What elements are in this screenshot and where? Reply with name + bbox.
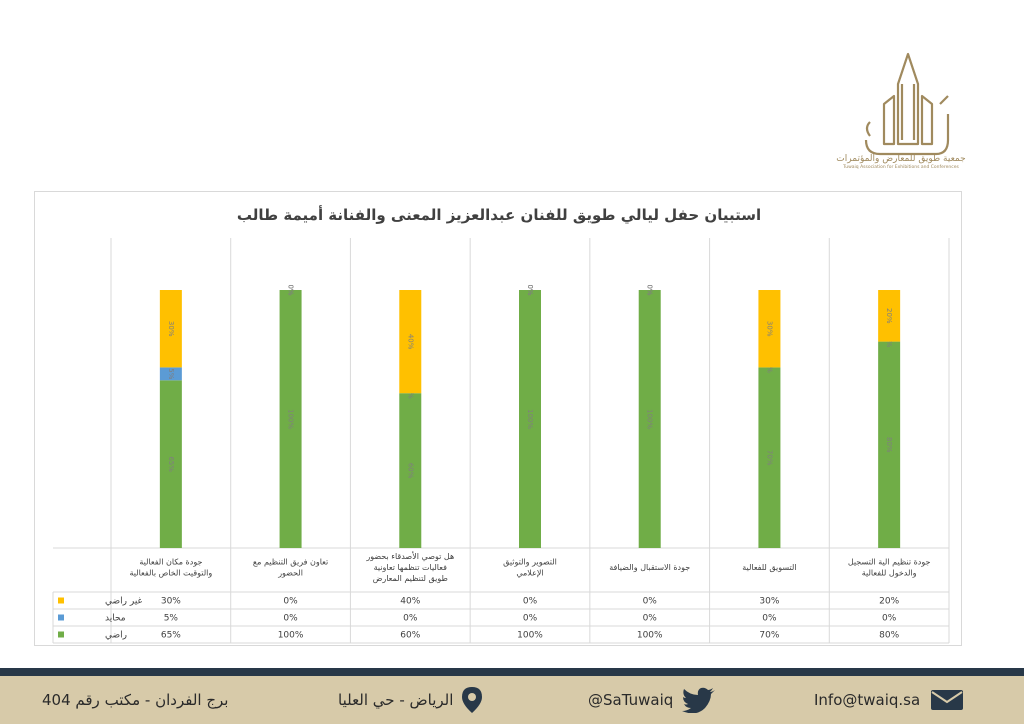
chart-canvas: استبيان حفل ليالي طويق للفنان عبدالعزيز … [52, 205, 950, 644]
footer-location: الرياض - حي العليا [338, 686, 483, 714]
bar-segment [519, 290, 541, 548]
footer: Info@twaiq.sa @SaTuwaiq الرياض - حي العل… [0, 676, 1024, 724]
category-label: جودة تنظيم الية التسجيل والدخول للفعالية [848, 558, 931, 578]
table-cell-value: 80% [879, 631, 899, 641]
footer-divider-bar [0, 668, 1024, 676]
bar-data-label: 0% [646, 284, 654, 295]
twitter-bird-icon [682, 687, 716, 713]
table-cell-value: 20% [879, 597, 899, 607]
bar-data-label: 40% [406, 334, 414, 350]
bar-data-label: 0% [765, 362, 773, 373]
bar-data-label: 70% [765, 450, 773, 466]
category-label: التسويق للفعالية [742, 563, 796, 572]
envelope-icon [931, 690, 964, 710]
bar-data-label: 60% [406, 463, 414, 479]
table-cell-value: 5% [164, 614, 179, 624]
table-cell-value: 60% [400, 631, 420, 641]
table-cell-value: 0% [283, 614, 298, 624]
bar-segment [159, 367, 182, 381]
bar-segment [279, 290, 302, 548]
twitter-handle[interactable]: @SaTuwaiq [588, 691, 674, 709]
bar-data-label: 30% [167, 321, 175, 337]
bar-segment [758, 367, 781, 548]
location-text: الرياض - حي العليا [338, 691, 454, 709]
bar-segment [758, 290, 781, 368]
table-cell-value: 100% [637, 631, 663, 641]
legend-label: محايد [105, 614, 126, 624]
bar-data-label: 0% [406, 388, 414, 399]
table-cell-value: 30% [161, 597, 181, 607]
table-cell-value: 0% [403, 614, 418, 624]
tuwaiq-logo [864, 52, 950, 156]
bar-data-label: 0% [885, 336, 893, 347]
footer-email[interactable]: Info@twaiq.sa [814, 686, 964, 714]
table-cell-value: 0% [643, 597, 658, 607]
table-cell-value: 0% [523, 597, 538, 607]
bar-data-label: 0% [526, 284, 534, 295]
table-cell-value: 40% [400, 597, 420, 607]
table-cell-value: 70% [759, 631, 779, 641]
footer-address: برج الفردان - مكتب رقم 404 [42, 686, 228, 714]
bar-segment [878, 290, 901, 342]
table-cell-value: 0% [762, 614, 777, 624]
category-label: هل توصي الأصدقاء بحضور فعاليات تنظمها تعا… [365, 551, 454, 583]
location-pin-icon [462, 687, 483, 713]
table-cell-value: 0% [643, 614, 658, 624]
bar-data-label: 100% [646, 409, 654, 429]
bar-segment [638, 290, 661, 548]
bar-segment [878, 341, 901, 548]
table-cell-value: 100% [278, 631, 304, 641]
bar-data-label: 0% [287, 284, 295, 295]
bar-data-label: 0% [526, 284, 534, 295]
bar-segment [159, 290, 182, 368]
chart-grid [52, 238, 950, 644]
bar-data-label: 100% [287, 409, 295, 429]
bar-segment [399, 290, 422, 394]
logo-text-english: Tuwaiq Association for Exhibitions and C… [843, 165, 959, 170]
category-label: التصوير والتوثيق الإعلامي [503, 558, 557, 579]
bar-data-label: 5% [167, 368, 175, 379]
table-cell-value: 0% [882, 614, 897, 624]
table-cell-value: 65% [161, 631, 181, 641]
bar-segment [159, 380, 182, 548]
legend-key [58, 614, 64, 621]
legend-key [58, 597, 64, 604]
table-cell-value: 0% [523, 614, 538, 624]
table-cell-value: 30% [759, 597, 779, 607]
table-cell-value: 100% [517, 631, 543, 641]
email-text[interactable]: Info@twaiq.sa [814, 691, 921, 709]
category-label: جودة الاستقبال والضيافة [609, 563, 690, 572]
bar-data-label: 0% [646, 284, 654, 295]
address-text: برج الفردان - مكتب رقم 404 [42, 691, 229, 709]
category-label: تعاون فريق التنظيم مع الحضور [253, 558, 328, 578]
data-table: جودة تنظيم الية التسجيل والدخول للفعالية 2… [58, 551, 930, 641]
bar-segment [399, 393, 422, 548]
bar-data-label: 20% [885, 308, 893, 324]
footer-twitter[interactable]: @SaTuwaiq [588, 686, 717, 714]
category-label: جودة مكان الفعالية والتوقيت الخاص بالفعال… [129, 558, 212, 578]
legend-key [58, 631, 64, 638]
table-cell-value: 0% [283, 597, 298, 607]
bar-data-label: 65% [167, 456, 175, 472]
legend-label: غير راضي [105, 597, 143, 607]
bar-data-label: 100% [526, 409, 534, 429]
bar-data-label: 80% [885, 437, 893, 453]
survey-chart: استبيان حفل ليالي طويق للفنان عبدالعزيز … [34, 191, 962, 646]
bar-data-label: 0% [287, 284, 295, 295]
chart-title: استبيان حفل ليالي طويق للفنان عبدالعزيز … [237, 205, 761, 224]
bar-data-label: 30% [765, 321, 773, 337]
legend-label: راضي [105, 631, 127, 641]
chart-bars: 80%0%20%70%0%30%100%0%0%100%0%0%60%0%40%… [159, 284, 901, 548]
logo-text-arabic: جمعية طويق للمعارض والمؤتمرات [836, 154, 966, 164]
